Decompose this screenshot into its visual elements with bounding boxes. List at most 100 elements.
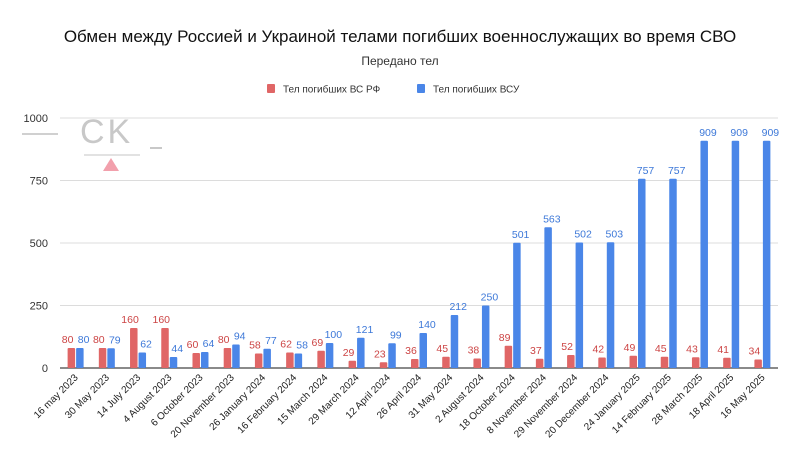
- bar-rf: [691, 357, 700, 368]
- data-label-rf: 23: [374, 348, 386, 360]
- bar-rf: [379, 362, 388, 368]
- bar-vsu: [76, 348, 84, 368]
- bar-vsu: [357, 337, 365, 368]
- legend-label-rf: Тел погибших ВС РФ: [283, 84, 381, 96]
- bar-vsu: [481, 305, 490, 368]
- ck-watermark-logo: CK: [22, 113, 162, 171]
- data-label-vsu: 250: [481, 292, 499, 304]
- data-label-vsu: 64: [203, 338, 215, 350]
- bar-vsu: [513, 242, 521, 368]
- data-label-vsu: 77: [265, 335, 277, 347]
- bar-rf: [660, 356, 669, 368]
- bar-rf: [754, 359, 762, 368]
- bar-vsu: [263, 348, 271, 368]
- bar-rf: [535, 358, 544, 368]
- bar-vsu: [669, 178, 677, 368]
- bar-vsu: [138, 352, 147, 368]
- legend: Тел погибших ВС РФ Тел погибших ВСУ: [267, 84, 520, 96]
- y-tick-label: 500: [30, 238, 48, 250]
- bar-vsu: [107, 348, 115, 368]
- data-label-rf: 58: [249, 340, 261, 352]
- data-label-vsu: 44: [171, 343, 183, 355]
- gridlines: [60, 117, 778, 369]
- data-label-rf: 42: [592, 344, 604, 356]
- data-label-vsu: 757: [668, 165, 686, 177]
- bar-vsu: [419, 333, 427, 368]
- x-tick-label: 26 January 2024: [208, 372, 269, 433]
- bar-vsu: [638, 178, 646, 368]
- data-label-rf: 52: [561, 341, 573, 353]
- bar-rf: [192, 353, 200, 368]
- chart-subtitle: Передано тел: [361, 54, 438, 68]
- data-label-rf: 43: [686, 343, 698, 355]
- data-label-vsu: 121: [356, 324, 374, 336]
- data-label-vsu: 909: [762, 127, 780, 139]
- data-label-rf: 80: [218, 334, 230, 346]
- data-label-rf: 80: [93, 334, 105, 346]
- data-label-vsu: 909: [730, 127, 748, 139]
- bar-vsu: [700, 140, 708, 368]
- data-label-rf: 45: [655, 343, 667, 355]
- bar-vsu: [388, 343, 396, 368]
- data-label-rf: 80: [62, 334, 74, 346]
- bar-vsu: [169, 357, 178, 368]
- bar-rf: [286, 352, 294, 368]
- data-label-rf: 160: [152, 314, 170, 326]
- legend-swatch-vsu: [417, 84, 425, 93]
- data-label-vsu: 502: [574, 229, 592, 241]
- bar-rf: [411, 359, 419, 368]
- data-label-rf: 45: [436, 343, 448, 355]
- data-label-rf: 160: [121, 314, 139, 326]
- bar-vsu: [575, 242, 584, 368]
- data-label-vsu: 757: [637, 165, 655, 177]
- bar-rf: [130, 328, 138, 368]
- data-label-vsu: 563: [543, 213, 561, 225]
- data-label-vsu: 79: [109, 334, 121, 346]
- data-label-vsu: 140: [418, 319, 436, 331]
- data-label-vsu: 212: [449, 301, 467, 313]
- bar-rf: [629, 355, 638, 368]
- legend-swatch-rf: [267, 84, 275, 93]
- watermark-text: CK: [80, 113, 133, 151]
- data-label-rf: 37: [530, 345, 542, 357]
- data-label-rf: 62: [280, 339, 292, 351]
- x-tick-label: 18 October 2024: [457, 372, 518, 433]
- data-label-vsu: 909: [699, 127, 717, 139]
- bar-rf: [723, 357, 731, 368]
- chart-title: Обмен между Россией и Украиной телами по…: [64, 27, 736, 46]
- bar-rf: [567, 355, 575, 368]
- bar-vsu: [232, 344, 240, 368]
- bar-vsu: [325, 343, 334, 368]
- data-label-rf: 89: [499, 332, 511, 344]
- data-label-vsu: 100: [325, 329, 343, 341]
- bar-rf: [67, 348, 76, 368]
- bar-rf: [98, 348, 107, 368]
- data-label-rf: 60: [187, 339, 199, 351]
- data-label-rf: 41: [717, 344, 729, 356]
- y-tick-label: 1000: [24, 113, 48, 125]
- bar-rf: [317, 350, 325, 368]
- bar-rf: [473, 358, 481, 368]
- data-label-vsu: 58: [296, 340, 308, 352]
- bar-vsu: [731, 140, 740, 368]
- bar-rf: [161, 328, 169, 368]
- data-label-rf: 38: [468, 345, 480, 357]
- data-label-rf: 49: [624, 342, 636, 354]
- data-label-rf: 34: [749, 346, 761, 358]
- bar-vsu: [762, 140, 771, 368]
- data-label-vsu: 501: [512, 229, 530, 241]
- bar-vsu: [544, 227, 552, 368]
- data-label-vsu: 62: [140, 339, 152, 351]
- bar-rf: [348, 360, 357, 368]
- legend-label-vsu: Тел погибших ВСУ: [433, 84, 520, 96]
- bar-rf: [504, 345, 513, 368]
- data-label-rf: 36: [405, 345, 417, 357]
- y-tick-label: 250: [30, 301, 48, 313]
- bar-rf: [254, 353, 263, 368]
- data-label-vsu: 99: [390, 329, 402, 341]
- data-label-rf: 29: [343, 347, 355, 359]
- data-label-vsu: 94: [234, 331, 246, 343]
- bar-vsu: [294, 353, 303, 368]
